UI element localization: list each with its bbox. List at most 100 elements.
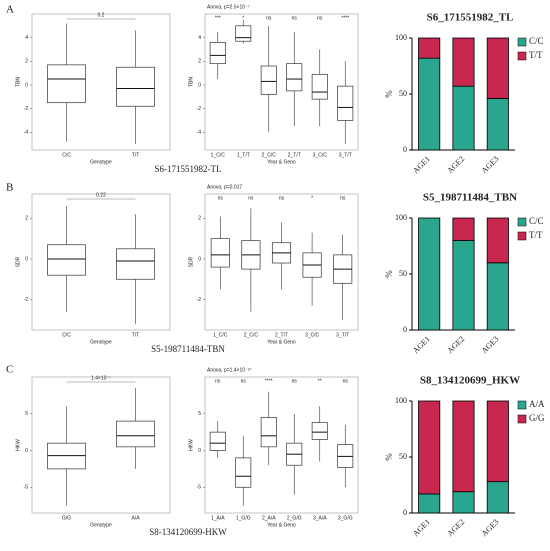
p-value: 1.4×10⁻⁷ <box>91 375 111 381</box>
p-value: 0.2 <box>98 12 105 18</box>
box <box>286 63 303 92</box>
y-tick-label: 50 <box>399 269 407 278</box>
significance-label: ns <box>241 378 247 384</box>
box <box>260 65 277 95</box>
significance-label: ns <box>266 15 272 21</box>
legend-label: T/T <box>529 50 543 60</box>
y-tick-label: -2 <box>24 297 29 303</box>
y-tick-label: 5 <box>25 411 28 417</box>
box <box>311 422 328 440</box>
y-tick-label: 5 <box>198 411 201 417</box>
y-tick-label: 4 <box>25 35 28 41</box>
bar-segment <box>486 98 509 151</box>
y-axis-label: SDR <box>15 256 21 267</box>
y-tick-label: 0 <box>403 145 407 154</box>
legend-swatch <box>517 37 527 47</box>
caption: S8-134120699-HKW <box>149 527 227 537</box>
x-tick-label: 2_T/T <box>288 152 301 158</box>
box <box>311 73 328 100</box>
chart-title: S6_171551982_TL <box>427 12 514 24</box>
x-tick-label: AGE1 <box>411 334 432 355</box>
x-tick-label: 2_A/A <box>262 515 276 521</box>
x-tick-label: 1_G/G <box>236 515 251 521</box>
y-tick-label: 0 <box>198 256 201 262</box>
y-tick-label: 2 <box>25 216 28 222</box>
chart-title: Anova, p=1.4×10⁻¹⁰ <box>207 367 251 373</box>
y-axis-label: % <box>384 453 394 461</box>
x-tick-label: AGE3 <box>480 154 501 175</box>
bar-segment <box>452 400 475 493</box>
bar-segment <box>452 239 475 331</box>
x-tick-label: G/G <box>62 515 71 521</box>
y-axis-label: HKW <box>15 439 21 451</box>
significance-label: ns <box>317 15 323 21</box>
box <box>210 238 230 268</box>
bar-segment <box>418 217 441 331</box>
box <box>47 64 86 104</box>
significance-label: ns <box>292 15 298 21</box>
legend-swatch <box>517 414 527 424</box>
box <box>116 248 155 280</box>
bar-segment <box>452 217 475 241</box>
y-axis-label: % <box>384 270 394 278</box>
x-tick-label: AGE3 <box>480 334 501 355</box>
significance-label: * <box>311 195 313 201</box>
panel-label: B <box>6 182 13 194</box>
significance-label: *** <box>215 15 221 21</box>
bar-segment <box>486 262 509 331</box>
y-tick-label: 2 <box>25 59 28 65</box>
significance-label: ns <box>292 378 298 384</box>
y-axis-label: TBN <box>15 77 21 87</box>
x-tick-label: 2_T/T <box>275 332 288 338</box>
bar-segment <box>452 37 475 87</box>
box <box>116 66 155 107</box>
caption: S6-171551982-TL <box>155 164 222 174</box>
x-tick-label: 1_C/C <box>213 332 228 338</box>
y-tick-label: 50 <box>399 89 407 98</box>
bar-segment <box>452 491 475 514</box>
significance-label: ns <box>218 195 224 201</box>
significance-label: ns <box>343 378 349 384</box>
y-tick-label: 2 <box>198 59 201 65</box>
x-tick-label: T/T <box>132 152 140 158</box>
x-tick-label: AGE2 <box>445 517 466 538</box>
box <box>116 420 155 448</box>
bar-segment <box>418 493 441 514</box>
panel-label: C <box>6 364 13 376</box>
y-tick-label: -4 <box>24 130 29 136</box>
y-tick-label: 0 <box>25 448 28 454</box>
x-tick-label: 1_T/T <box>237 152 250 158</box>
significance-label: ns <box>340 195 346 201</box>
y-tick-label: 100 <box>395 33 407 42</box>
y-axis-label: % <box>384 90 394 98</box>
x-axis-label: Year & Geno <box>267 522 296 528</box>
p-value: 0.22 <box>96 192 106 198</box>
x-axis-label: Genotype <box>90 339 112 345</box>
box <box>337 85 354 121</box>
x-tick-label: AGE2 <box>445 334 466 355</box>
legend-swatch <box>517 400 527 410</box>
chart-title: S8_134120699_HKW <box>420 375 520 387</box>
x-tick-label: 2_G/G <box>287 515 302 521</box>
y-tick-label: -2 <box>197 297 202 303</box>
box <box>235 25 252 42</box>
x-tick-label: 3_T/T <box>339 152 352 158</box>
significance-label: ns <box>248 195 254 201</box>
y-tick-label: 100 <box>395 396 407 405</box>
legend-label: A/A <box>529 399 545 409</box>
chart-title: Anova, p=2.5×10⁻⁷ <box>207 4 250 10</box>
box <box>209 42 226 65</box>
box <box>209 431 226 451</box>
significance-label: ns <box>215 378 221 384</box>
legend-swatch <box>517 231 527 241</box>
bar-segment <box>486 217 509 264</box>
y-tick-label: -4 <box>197 130 202 136</box>
y-tick-label: 0 <box>25 82 28 88</box>
y-axis-label: SDR <box>188 256 194 267</box>
y-tick-label: 50 <box>399 452 407 461</box>
legend-label: C/C <box>529 36 544 46</box>
plot-frame <box>204 13 359 151</box>
legend-label: C/C <box>529 216 544 226</box>
y-axis-label: TBN <box>188 77 194 87</box>
y-axis-label: HKW <box>188 439 194 451</box>
